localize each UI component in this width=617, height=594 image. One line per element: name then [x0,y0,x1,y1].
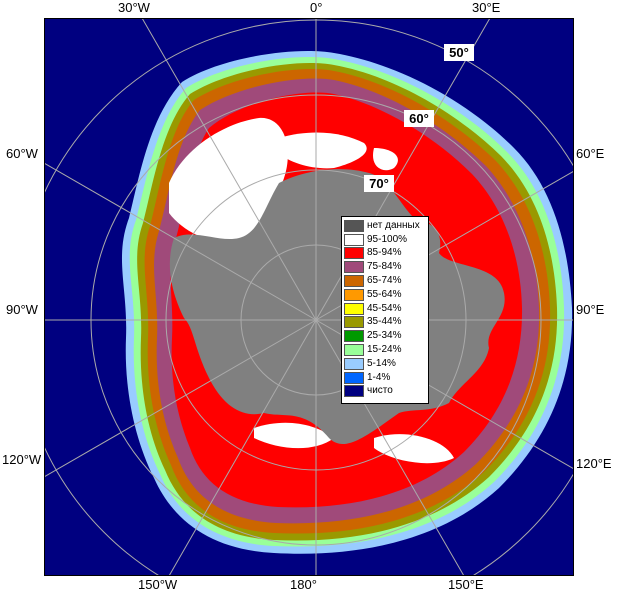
legend-swatch [344,288,364,301]
legend-label: 15-24% [367,344,402,356]
legend-label: 45-54% [367,302,402,314]
legend-label: нет данных [367,219,420,231]
legend-label: 5-14% [367,357,396,369]
label-0: 0° [310,0,323,15]
legend-item: 15-24% [344,343,428,357]
fast-ice-south [254,422,334,449]
label-90e: 90°E [576,302,605,317]
legend-label: 85-94% [367,247,402,259]
legend-swatch [344,357,364,370]
fast-ice-southeast [374,434,454,464]
legend-item: 1-4% [344,371,428,385]
legend-label: 25-34% [367,330,402,342]
fast-ice-patches [169,117,454,464]
label-150e: 150°E [448,577,484,592]
legend-label: 55-64% [367,288,402,300]
legend-label: 1-4% [367,371,391,383]
label-180: 180° [290,577,317,592]
latitude-label-50: 50° [449,45,469,60]
meridian-60w [43,162,317,321]
map-border [44,18,574,576]
latitude-badges: 50° 60° 70° [364,44,474,192]
legend-item: 95-100% [344,233,428,247]
fast-ice-weddell [169,117,288,244]
legend-item: 75-84% [344,260,428,274]
legend-swatch [344,302,364,315]
legend-swatch [344,385,364,398]
legend-item: 85-94% [344,247,428,261]
fast-ice-north [279,132,367,169]
concentration-legend: нет данных 95-100% 85-94% 75-84% 65-74% 55-64… [341,216,429,404]
legend-item: 65-74% [344,274,428,288]
legend-swatch [344,330,364,343]
latitude-label-60: 60° [409,111,429,126]
label-30e: 30°E [472,0,501,15]
label-90w: 90°W [6,302,38,317]
legend-swatch [344,219,364,232]
graticule [15,17,617,594]
legend-label: 95-100% [367,233,408,245]
label-120e: 120°E [576,456,612,471]
label-30w: 30°W [118,0,150,15]
legend-item: 25-34% [344,329,428,343]
legend-item: 35-44% [344,316,428,330]
meridian-150e [315,319,465,577]
label-120w: 120°W [2,452,42,467]
legend-item: 5-14% [344,357,428,371]
fast-ice-east [373,148,398,171]
legend-swatch [344,261,364,274]
map-svg: 50° 60° 70° [15,17,617,594]
latitude-label-70: 70° [369,176,389,191]
legend-swatch [344,371,364,384]
meridian-120w [43,319,317,478]
meridian-30w [141,17,317,321]
legend-swatch [344,233,364,246]
legend-label: чисто [367,385,393,397]
legend-label: 75-84% [367,261,402,273]
legend-swatch [344,275,364,288]
legend-item: 45-54% [344,302,428,316]
legend-item: чисто [344,385,428,399]
legend-label: 65-74% [367,275,402,287]
legend-swatch [344,344,364,357]
legend-item: 55-64% [344,288,428,302]
label-60e: 60°E [576,146,605,161]
label-150w: 150°W [138,577,178,592]
legend-label: 35-44% [367,316,402,328]
legend-swatch [344,316,364,329]
legend-item: нет данных [344,219,428,233]
sea-ice-map: 50° 60° 70° [15,17,617,594]
legend-swatch [344,247,364,260]
label-60w: 60°W [6,146,38,161]
meridian-150w [168,319,317,577]
